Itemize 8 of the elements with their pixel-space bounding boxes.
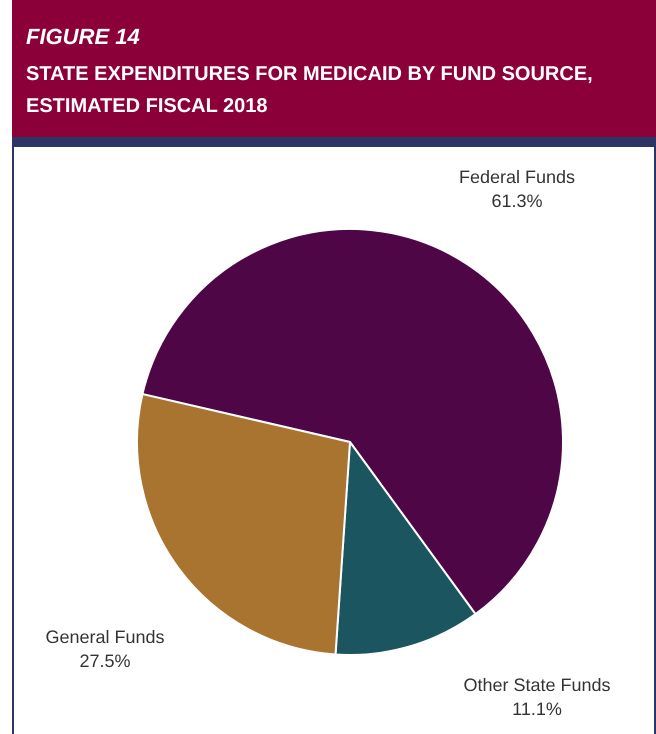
data-label: 61.3%	[491, 190, 543, 211]
slice-label: Federal Funds	[458, 166, 576, 187]
data-label: 27.5%	[79, 650, 131, 671]
slice-label: Other State Funds	[463, 674, 611, 695]
chart-subtitle: STATE EXPENDITURES FOR MEDICAID BY FUND SOURCE, ESTIMATED FISCAL 2018	[26, 62, 594, 119]
data-label: 11.1%	[512, 698, 562, 719]
slice-label: General Funds	[45, 626, 165, 647]
chart-title: FIGURE 14	[26, 24, 140, 50]
